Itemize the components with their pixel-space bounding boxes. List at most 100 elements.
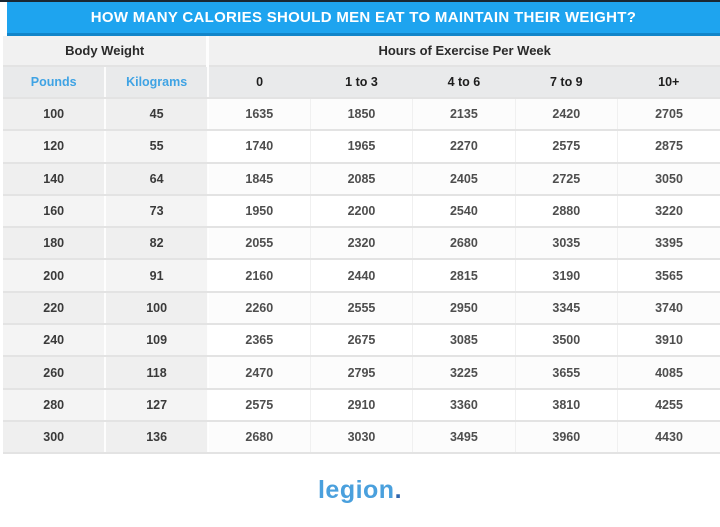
calorie-cell: 2815 xyxy=(412,259,516,293)
calorie-cell: 2675 xyxy=(310,324,414,358)
calorie-cell: 3960 xyxy=(515,420,619,455)
calorie-cell: 2055 xyxy=(207,227,311,261)
group-header-row: Body Weight Hours of Exercise Per Week xyxy=(3,36,720,67)
column-header-7-9-hours: 7 to 9 xyxy=(515,66,618,99)
legion-logo: legion. xyxy=(318,476,402,505)
calorie-cell: 2470 xyxy=(207,356,311,390)
calorie-cell: 1740 xyxy=(207,130,311,164)
weight-cell: 280 xyxy=(3,388,107,422)
calorie-cell: 2420 xyxy=(515,98,619,132)
calorie-cell: 4255 xyxy=(617,388,720,422)
calorie-cell: 2270 xyxy=(412,130,516,164)
calorie-cell: 1845 xyxy=(207,162,311,196)
table-row: 100 45 1635 1850 2135 2420 2705 xyxy=(3,98,720,132)
calorie-cell: 2555 xyxy=(310,291,414,326)
column-header-1-3-hours: 1 to 3 xyxy=(310,66,413,99)
weight-cell: 200 xyxy=(3,259,107,293)
weight-cell: 240 xyxy=(3,324,107,358)
table-row: 120 55 1740 1965 2270 2575 2875 xyxy=(3,130,720,164)
calorie-cell: 3085 xyxy=(412,324,516,358)
column-header-kilograms: Kilograms xyxy=(105,66,209,99)
calorie-cell: 1965 xyxy=(310,130,414,164)
calorie-cell: 2575 xyxy=(515,130,619,164)
calorie-cell: 2365 xyxy=(207,324,311,358)
calorie-cell: 2135 xyxy=(412,98,516,132)
table-row: 160 73 1950 2200 2540 2880 3220 xyxy=(3,194,720,229)
column-header-0-hours: 0 xyxy=(207,66,311,99)
calorie-cell: 2260 xyxy=(207,291,311,326)
weight-cell: 64 xyxy=(105,162,209,196)
weight-cell: 118 xyxy=(105,356,209,390)
footer: legion. xyxy=(0,454,720,527)
weight-cell: 260 xyxy=(3,356,107,390)
weight-cell: 45 xyxy=(105,98,209,132)
calorie-cell: 3500 xyxy=(515,324,619,358)
calorie-cell: 2950 xyxy=(412,291,516,326)
weight-cell: 180 xyxy=(3,227,107,261)
calorie-cell: 3395 xyxy=(617,227,720,261)
calorie-cell: 3345 xyxy=(515,291,619,326)
calorie-cell: 3225 xyxy=(412,356,516,390)
weight-cell: 127 xyxy=(105,388,209,422)
calorie-cell: 1635 xyxy=(207,98,311,132)
table-row: 260 118 2470 2795 3225 3655 4085 xyxy=(3,356,720,390)
calorie-cell: 2680 xyxy=(207,420,311,455)
weight-cell: 220 xyxy=(3,291,107,326)
logo-dot: . xyxy=(394,476,403,505)
calorie-cell: 2725 xyxy=(515,162,619,196)
table-header: Body Weight Hours of Exercise Per Week P… xyxy=(3,36,720,99)
calorie-cell: 2540 xyxy=(412,194,516,229)
calorie-cell: 3050 xyxy=(617,162,720,196)
weight-cell: 160 xyxy=(3,194,107,229)
table-row: 280 127 2575 2910 3360 3810 4255 xyxy=(3,388,720,422)
weight-cell: 91 xyxy=(105,259,209,293)
page-title: HOW MANY CALORIES SHOULD MEN EAT TO MAIN… xyxy=(90,9,637,26)
calorie-cell: 3035 xyxy=(515,227,619,261)
table-row: 220 100 2260 2555 2950 3345 3740 xyxy=(3,291,720,326)
table-row: 180 82 2055 2320 2680 3035 3395 xyxy=(3,227,720,261)
calorie-cell: 2705 xyxy=(617,98,720,132)
calorie-cell: 3565 xyxy=(617,259,720,293)
calorie-cell: 2910 xyxy=(310,388,414,422)
calorie-cell: 2085 xyxy=(310,162,414,196)
calorie-cell: 2795 xyxy=(310,356,414,390)
table-row: 140 64 1845 2085 2405 2725 3050 xyxy=(3,162,720,196)
column-header-pounds: Pounds xyxy=(3,66,107,99)
calorie-cell: 2575 xyxy=(207,388,311,422)
calorie-cell: 2875 xyxy=(617,130,720,164)
group-header-exercise: Hours of Exercise Per Week xyxy=(207,36,720,67)
calorie-cell: 1950 xyxy=(207,194,311,229)
table-body: 100 45 1635 1850 2135 2420 2705 120 55 1740 1965 22… xyxy=(3,98,720,455)
column-header-10plus-hours: 10+ xyxy=(617,66,720,99)
table-row: 240 109 2365 2675 3085 3500 3910 xyxy=(3,324,720,358)
weight-cell: 55 xyxy=(105,130,209,164)
calorie-cell: 2440 xyxy=(310,259,414,293)
calorie-cell: 2405 xyxy=(412,162,516,196)
calorie-cell: 3220 xyxy=(617,194,720,229)
weight-cell: 109 xyxy=(105,324,209,358)
calorie-cell: 3360 xyxy=(412,388,516,422)
calorie-cell: 3910 xyxy=(617,324,720,358)
column-header-row: Pounds Kilograms 0 1 to 3 4 to 6 7 to 9 … xyxy=(3,66,720,99)
table-row: 300 136 2680 3030 3495 3960 4430 xyxy=(3,420,720,455)
calorie-cell: 2160 xyxy=(207,259,311,293)
calorie-cell: 3655 xyxy=(515,356,619,390)
weight-cell: 300 xyxy=(3,420,107,455)
table-row: 200 91 2160 2440 2815 3190 3565 xyxy=(3,259,720,293)
calorie-cell: 2200 xyxy=(310,194,414,229)
calorie-cell: 2320 xyxy=(310,227,414,261)
weight-cell: 100 xyxy=(105,291,209,326)
weight-cell: 136 xyxy=(105,420,209,455)
weight-cell: 100 xyxy=(3,98,107,132)
title-bar: HOW MANY CALORIES SHOULD MEN EAT TO MAIN… xyxy=(7,2,720,36)
weight-cell: 140 xyxy=(3,162,107,196)
logo-text: legion xyxy=(317,476,395,505)
calorie-cell: 2680 xyxy=(412,227,516,261)
calorie-cell: 1850 xyxy=(310,98,414,132)
calorie-cell: 4085 xyxy=(617,356,720,390)
calorie-cell: 3810 xyxy=(515,388,619,422)
calorie-cell: 2880 xyxy=(515,194,619,229)
group-header-body-weight: Body Weight xyxy=(3,36,210,67)
weight-cell: 120 xyxy=(3,130,107,164)
